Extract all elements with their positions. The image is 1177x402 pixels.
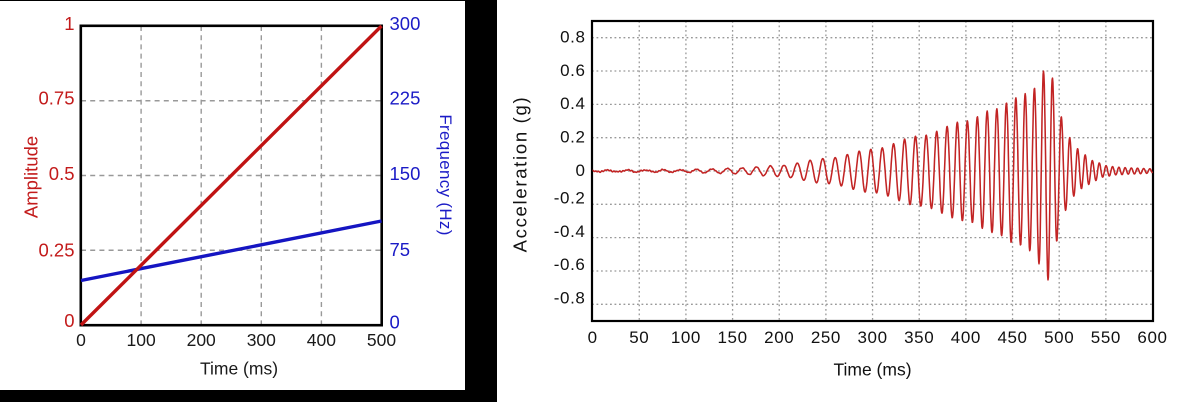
svg-text:75: 75 [390,239,411,260]
svg-text:1: 1 [64,13,74,34]
svg-text:Acceleration (g): Acceleration (g) [510,96,531,253]
svg-text:225: 225 [390,88,421,109]
svg-text:0.5: 0.5 [49,163,75,184]
svg-text:550: 550 [1091,328,1121,347]
svg-text:200: 200 [764,328,794,347]
svg-text:400: 400 [951,328,981,347]
svg-text:100: 100 [126,330,155,350]
svg-text:0: 0 [588,328,598,347]
svg-text:100: 100 [671,328,701,347]
svg-text:450: 450 [997,328,1027,347]
svg-text:-0.6: -0.6 [554,255,586,274]
svg-text:-0.4: -0.4 [554,222,586,241]
svg-text:300: 300 [247,330,276,350]
svg-text:0.2: 0.2 [560,127,585,146]
svg-text:600: 600 [1137,328,1167,347]
svg-text:-0.2: -0.2 [554,189,586,208]
svg-text:0.6: 0.6 [560,61,585,80]
svg-text:-0.8: -0.8 [554,289,586,308]
svg-text:500: 500 [367,330,396,350]
svg-text:500: 500 [1044,328,1074,347]
svg-text:300: 300 [857,328,887,347]
svg-text:50: 50 [629,328,649,347]
svg-text:400: 400 [307,330,336,350]
svg-text:0: 0 [575,161,585,180]
svg-text:0.8: 0.8 [560,27,585,46]
svg-text:0: 0 [390,311,400,332]
svg-text:Frequency (Hz): Frequency (Hz) [436,114,455,235]
svg-text:0.25: 0.25 [38,240,74,261]
svg-text:300: 300 [390,13,421,34]
svg-text:150: 150 [717,328,747,347]
svg-text:200: 200 [187,330,216,350]
svg-text:0: 0 [64,310,74,331]
svg-text:0: 0 [76,330,86,350]
svg-text:0.4: 0.4 [560,94,585,113]
svg-text:150: 150 [390,163,421,184]
svg-text:350: 350 [904,328,934,347]
svg-text:Amplitude: Amplitude [21,136,42,218]
svg-text:250: 250 [811,328,841,347]
svg-text:Time (ms): Time (ms) [833,360,911,380]
svg-text:0.75: 0.75 [38,88,74,109]
svg-text:Time (ms): Time (ms) [200,359,278,379]
